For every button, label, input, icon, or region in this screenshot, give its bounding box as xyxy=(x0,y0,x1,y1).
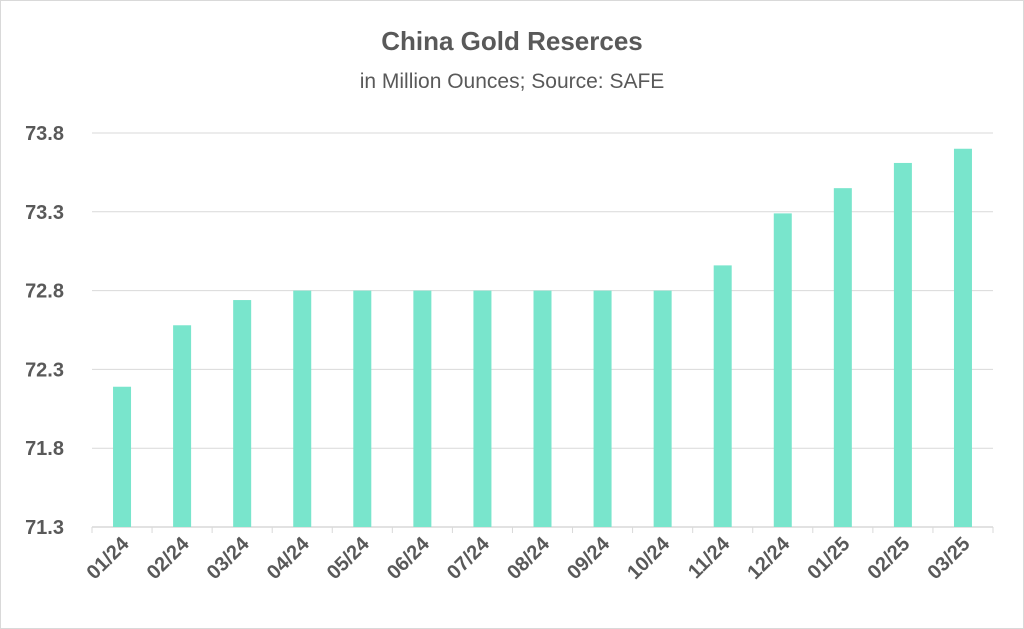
y-tick-label: 73.8 xyxy=(25,123,64,145)
chart-subtitle: in Million Ounces; Source: SAFE xyxy=(359,70,665,93)
bar-03-24 xyxy=(233,300,252,527)
x-tick-label: 10/24 xyxy=(623,532,675,584)
x-tick-label: 02/24 xyxy=(143,532,195,584)
x-tick-label: 03/24 xyxy=(203,532,255,584)
x-tick-label: 04/24 xyxy=(263,532,315,584)
bar-06-24 xyxy=(413,290,432,527)
bar-10-24 xyxy=(653,290,672,527)
bars xyxy=(113,148,972,527)
x-tick-label: 09/24 xyxy=(563,532,615,584)
y-tick-label: 73.3 xyxy=(25,202,64,224)
x-tick-label: 02/25 xyxy=(863,533,914,584)
bar-02-24 xyxy=(173,325,192,527)
x-axis-ticks: 01/24 02/24 03/24 04/24 05/24 06/24 07/24 08/24… xyxy=(83,532,975,584)
bar-09-24 xyxy=(593,290,612,527)
bar-01-24 xyxy=(113,386,132,527)
x-tick-label: 05/24 xyxy=(323,532,375,584)
y-tick-label: 72.3 xyxy=(25,359,64,381)
x-tick-label: 03/25 xyxy=(924,533,975,584)
x-tick-label: 08/24 xyxy=(503,532,555,584)
x-tick-label: 01/25 xyxy=(803,533,854,584)
bar-11-24 xyxy=(713,265,732,527)
x-tick-label: 07/24 xyxy=(443,532,495,584)
y-axis-ticks: 71.3 71.8 72.3 72.8 73.3 73.8 xyxy=(25,123,64,539)
bar-05-24 xyxy=(353,290,372,527)
bar-12-24 xyxy=(773,213,792,527)
x-tick-label: 12/24 xyxy=(743,532,795,584)
bar-08-24 xyxy=(533,290,552,527)
x-tick-label: 11/24 xyxy=(684,532,735,583)
bar-01-25 xyxy=(833,188,852,527)
bar-04-24 xyxy=(293,290,312,527)
chart-title: China Gold Reserces xyxy=(381,26,643,56)
bar-02-25 xyxy=(893,162,912,527)
x-tick-label: 01/24 xyxy=(83,532,135,584)
bar-07-24 xyxy=(473,290,492,527)
bar-03-25 xyxy=(953,148,972,527)
y-tick-label: 71.8 xyxy=(25,438,64,460)
y-tick-label: 71.3 xyxy=(25,517,64,539)
y-tick-label: 72.8 xyxy=(25,281,64,303)
x-tick-label: 06/24 xyxy=(383,532,435,584)
